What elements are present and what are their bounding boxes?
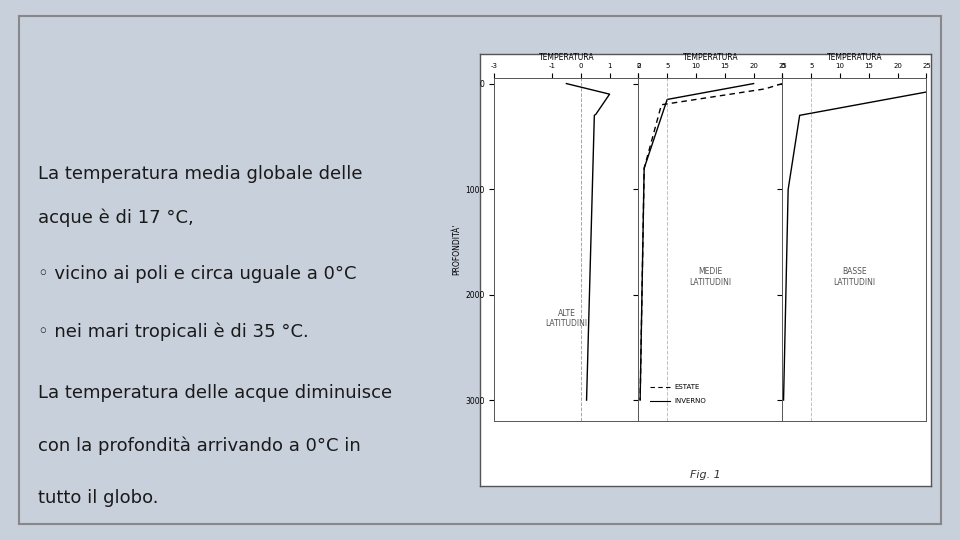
X-axis label: TEMPERATURA: TEMPERATURA: [539, 53, 594, 62]
Text: INVERNO: INVERNO: [675, 397, 707, 403]
Y-axis label: PROFONDITÀ': PROFONDITÀ': [452, 224, 461, 275]
Text: tutto il globo.: tutto il globo.: [38, 489, 159, 507]
Text: La temperatura delle acque diminuisce: La temperatura delle acque diminuisce: [38, 384, 393, 402]
Text: ◦ vicino ai poli e circa uguale a 0°C: ◦ vicino ai poli e circa uguale a 0°C: [38, 265, 357, 284]
Text: ◦ nei mari tropicali è di 35 °C.: ◦ nei mari tropicali è di 35 °C.: [38, 322, 309, 341]
Text: con la profondità arrivando a 0°C in: con la profondità arrivando a 0°C in: [38, 436, 361, 455]
X-axis label: TEMPERATURA: TEMPERATURA: [827, 53, 882, 62]
Text: La temperatura media globale delle: La temperatura media globale delle: [38, 165, 363, 184]
Text: ESTATE: ESTATE: [675, 384, 700, 390]
Text: ALTE
LATITUDINI: ALTE LATITUDINI: [545, 309, 588, 328]
X-axis label: TEMPERATURA: TEMPERATURA: [683, 53, 738, 62]
Text: Fig. 1: Fig. 1: [690, 470, 721, 480]
Text: MEDIE
LATITUDINI: MEDIE LATITUDINI: [689, 267, 732, 287]
Text: acque è di 17 °C,: acque è di 17 °C,: [38, 208, 194, 227]
Text: BASSE
LATITUDINI: BASSE LATITUDINI: [833, 267, 876, 287]
